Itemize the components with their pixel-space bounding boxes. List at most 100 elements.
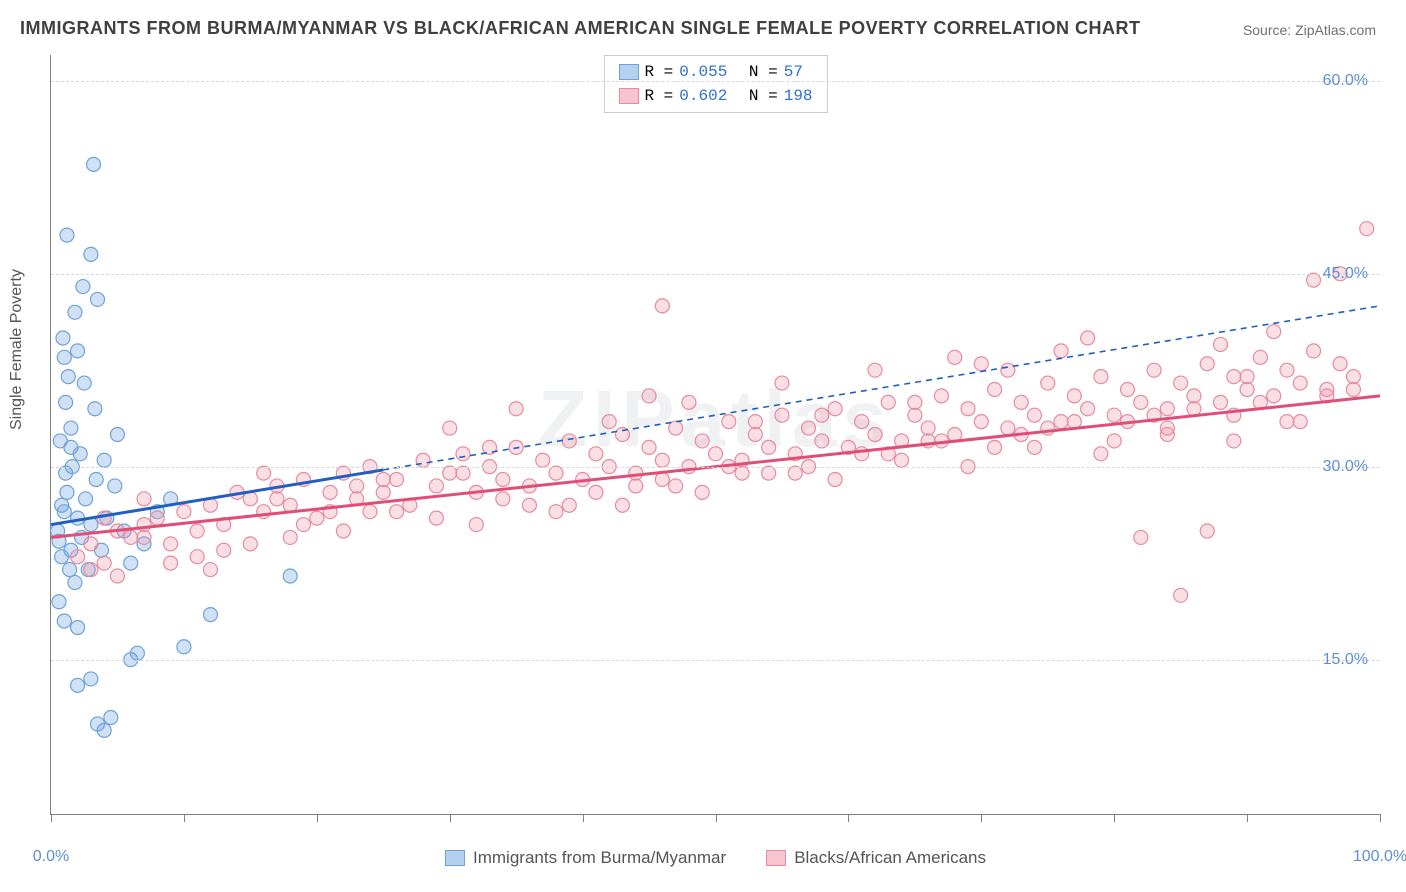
scatter-point [775,408,789,422]
scatter-point [310,511,324,525]
y-tick-label: 45.0% [1323,265,1368,283]
scatter-point [429,511,443,525]
scatter-point [868,363,882,377]
scatter-point [1280,363,1294,377]
scatter-point [1333,357,1347,371]
scatter-point [615,498,629,512]
scatter-point [91,292,105,306]
scatter-point [97,556,111,570]
scatter-point [855,415,869,429]
scatter-point [1147,363,1161,377]
scatter-point [934,389,948,403]
scatter-point [1253,350,1267,364]
scatter-point [655,453,669,467]
scatter-point [948,350,962,364]
scatter-point [243,537,257,551]
x-tick-label: 0.0% [33,848,69,866]
scatter-point [496,473,510,487]
scatter-point [164,537,178,551]
scatter-point [1346,382,1360,396]
scatter-point [124,556,138,570]
scatter-point [177,505,191,519]
scatter-point [1041,376,1055,390]
scatter-point [1307,273,1321,287]
scatter-point [1187,402,1201,416]
scatter-point [695,434,709,448]
scatter-point [97,723,111,737]
scatter-point [1014,395,1028,409]
r-value: 0.602 [679,84,727,108]
scatter-point [562,434,576,448]
scatter-point [71,620,85,634]
scatter-point [443,466,457,480]
scatter-point [1227,434,1241,448]
scatter-point [1307,344,1321,358]
scatter-point [56,331,70,345]
scatter-point [496,492,510,506]
scatter-point [655,299,669,313]
scatter-point [509,402,523,416]
scatter-point [549,505,563,519]
legend-item: Blacks/African Americans [766,848,986,868]
scatter-point [456,447,470,461]
scatter-point [549,466,563,480]
scatter-point [1346,370,1360,384]
scatter-point [748,428,762,442]
scatter-point [762,466,776,480]
n-value: 198 [784,84,813,108]
scatter-point [1200,357,1214,371]
scatter-point [1174,588,1188,602]
scatter-point [68,575,82,589]
scatter-point [79,492,93,506]
scatter-point [57,614,71,628]
scatter-point [443,421,457,435]
scatter-point [815,408,829,422]
scatter-point [1027,440,1041,454]
scatter-point [1107,408,1121,422]
legend-series: Immigrants from Burma/Myanmar Blacks/Afr… [51,848,1380,868]
scatter-point [137,492,151,506]
legend-item: Immigrants from Burma/Myanmar [445,848,726,868]
scatter-point [961,402,975,416]
scatter-point [1160,402,1174,416]
scatter-point [429,479,443,493]
y-axis-label: Single Female Poverty [8,269,26,430]
scatter-point [203,563,217,577]
scatter-point [1067,389,1081,403]
scatter-point [589,447,603,461]
scatter-point [536,453,550,467]
scatter-point [629,479,643,493]
scatter-point [1001,421,1015,435]
scatter-point [1267,325,1281,339]
scatter-point [350,479,364,493]
scatter-point [735,466,749,480]
scatter-point [84,563,98,577]
scatter-point [1200,524,1214,538]
scatter-point [104,711,118,725]
scatter-point [71,344,85,358]
scatter-point [270,492,284,506]
scatter-point [1240,382,1254,396]
legend-swatch-pink [618,88,638,104]
scatter-point [71,678,85,692]
scatter-point [416,453,430,467]
scatter-point [60,228,74,242]
legend-swatch-blue [618,64,638,80]
chart-container: IMMIGRANTS FROM BURMA/MYANMAR VS BLACK/A… [0,0,1406,892]
scatter-point [57,350,71,364]
scatter-point [629,466,643,480]
scatter-point [190,550,204,564]
scatter-point [71,550,85,564]
scatter-point [855,447,869,461]
legend-row: R = 0.602 N = 198 [618,84,812,108]
scatter-point [110,428,124,442]
scatter-point [828,402,842,416]
scatter-point [64,440,78,454]
scatter-point [1227,370,1241,384]
scatter-point [390,473,404,487]
scatter-point [1214,337,1228,351]
scatter-point [1187,389,1201,403]
scatter-point [988,440,1002,454]
scatter-point [257,466,271,480]
legend-swatch-blue [445,850,465,866]
